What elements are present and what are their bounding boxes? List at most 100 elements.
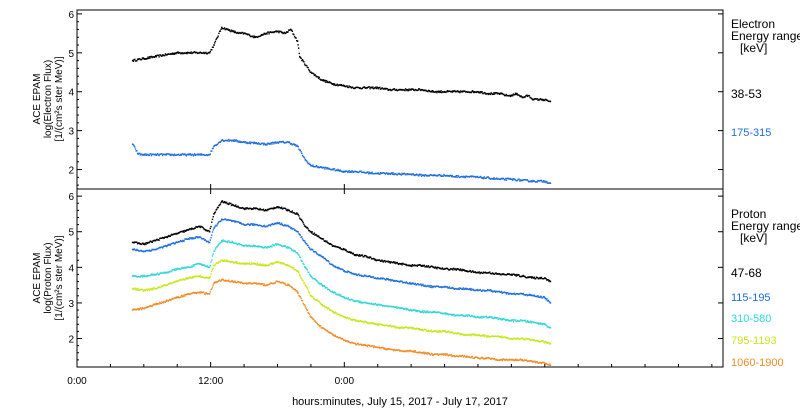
electron-point-175-315 <box>360 170 362 172</box>
proton-point-795-1193 <box>398 327 401 330</box>
proton-point-795-1193 <box>316 299 318 301</box>
electron-point-175-315 <box>132 144 135 146</box>
proton-point-795-1193 <box>537 340 540 342</box>
proton-point-1060-1900 <box>309 315 311 317</box>
proton-point-47-68 <box>276 206 278 208</box>
proton-point-795-1193 <box>248 262 251 264</box>
proton-point-115-195 <box>209 239 211 241</box>
proton-point-310-580 <box>143 275 145 278</box>
proton-point-795-1193 <box>135 289 137 291</box>
proton-point-310-580 <box>242 245 245 247</box>
electron-point-38-53 <box>372 86 374 88</box>
proton-point-115-195 <box>409 283 412 285</box>
electron-point-175-315 <box>482 177 485 180</box>
proton-point-47-68 <box>191 227 193 229</box>
electron-point-38-53 <box>242 33 245 35</box>
proton-point-795-1193 <box>301 277 303 280</box>
electron-point-175-315 <box>308 162 310 164</box>
proton-point-795-1193 <box>420 329 423 331</box>
electron-point-175-315 <box>315 165 317 168</box>
proton-point-47-68 <box>304 225 307 228</box>
proton-point-795-1193 <box>289 265 291 267</box>
electron-point-175-315 <box>175 154 178 156</box>
electron-point-38-53 <box>293 35 296 38</box>
electron-point-175-315 <box>323 166 325 169</box>
proton-point-1060-1900 <box>372 345 374 347</box>
proton-point-115-195 <box>294 229 297 231</box>
electron-point-38-53 <box>404 88 407 90</box>
proton-point-115-195 <box>198 236 200 239</box>
proton-point-115-195 <box>543 296 545 298</box>
electron-ylabel-line3: [1/(cm²s ster MeV)] <box>54 56 65 141</box>
electron-point-175-315 <box>306 161 309 163</box>
proton-point-795-1193 <box>197 275 199 277</box>
electron-point-175-315 <box>420 175 423 177</box>
electron-point-175-315 <box>185 155 187 157</box>
proton-point-310-580 <box>479 316 481 318</box>
proton-point-115-195 <box>280 223 282 226</box>
electron-point-38-53 <box>501 92 503 95</box>
electron-point-38-53 <box>181 51 183 54</box>
proton-point-47-68 <box>358 255 360 257</box>
proton-plot-frame <box>76 188 724 368</box>
proton-point-310-580 <box>296 252 299 254</box>
electron-point-175-315 <box>208 153 210 156</box>
proton-point-47-68 <box>264 209 266 212</box>
proton-point-47-68 <box>311 231 313 233</box>
electron-point-38-53 <box>512 95 514 97</box>
proton-point-115-195 <box>298 233 300 235</box>
electron-point-175-315 <box>482 176 484 179</box>
proton-point-795-1193 <box>262 263 264 265</box>
proton-point-310-580 <box>309 274 311 276</box>
electron-point-38-53 <box>280 30 282 33</box>
proton-point-310-580 <box>292 249 294 251</box>
proton-point-795-1193 <box>393 325 395 327</box>
proton-point-47-68 <box>292 212 294 214</box>
proton-point-310-580 <box>267 245 270 248</box>
proton-point-115-195 <box>312 249 314 251</box>
proton-point-115-195 <box>206 240 209 243</box>
proton-point-47-68 <box>509 274 512 276</box>
proton-legend-item-115-195: 115-195 <box>731 292 771 304</box>
electron-point-175-315 <box>210 150 212 152</box>
proton-point-47-68 <box>225 202 227 204</box>
electron-point-175-315 <box>143 153 146 155</box>
electron-point-175-315 <box>248 142 250 144</box>
proton-point-47-68 <box>400 262 403 265</box>
proton-point-310-580 <box>200 264 203 266</box>
electron-point-175-315 <box>351 170 353 172</box>
proton-point-1060-1900 <box>237 280 240 283</box>
proton-point-47-68 <box>381 260 384 262</box>
electron-point-175-315 <box>368 171 371 173</box>
proton-point-795-1193 <box>280 263 282 265</box>
proton-point-310-580 <box>289 247 291 249</box>
proton-point-1060-1900 <box>317 323 320 326</box>
proton-point-47-68 <box>443 268 445 270</box>
electron-point-38-53 <box>227 28 229 30</box>
electron-point-38-53 <box>436 91 438 94</box>
electron-point-38-53 <box>161 55 163 57</box>
electron-point-175-315 <box>203 153 205 156</box>
electron-point-175-315 <box>436 175 439 177</box>
electron-point-38-53 <box>218 30 221 33</box>
electron-point-175-315 <box>206 154 209 157</box>
electron-point-38-53 <box>177 51 179 53</box>
proton-point-1060-1900 <box>196 292 198 295</box>
proton-point-47-68 <box>258 209 261 211</box>
electron-point-175-315 <box>415 174 417 176</box>
proton-point-1060-1900 <box>299 296 302 298</box>
proton-point-795-1193 <box>264 264 267 266</box>
electron-point-38-53 <box>425 89 427 91</box>
electron-point-175-315 <box>154 153 157 155</box>
proton-point-1060-1900 <box>344 339 346 341</box>
proton-point-310-580 <box>514 319 517 321</box>
electron-point-175-315 <box>271 143 273 145</box>
proton-point-310-580 <box>496 317 499 319</box>
electron-point-38-53 <box>217 35 219 37</box>
proton-point-115-195 <box>191 237 193 239</box>
proton-point-310-580 <box>398 307 401 309</box>
proton-point-310-580 <box>253 244 255 247</box>
proton-point-795-1193 <box>186 277 189 279</box>
proton-point-115-195 <box>238 221 240 224</box>
electron-point-175-315 <box>316 165 318 168</box>
